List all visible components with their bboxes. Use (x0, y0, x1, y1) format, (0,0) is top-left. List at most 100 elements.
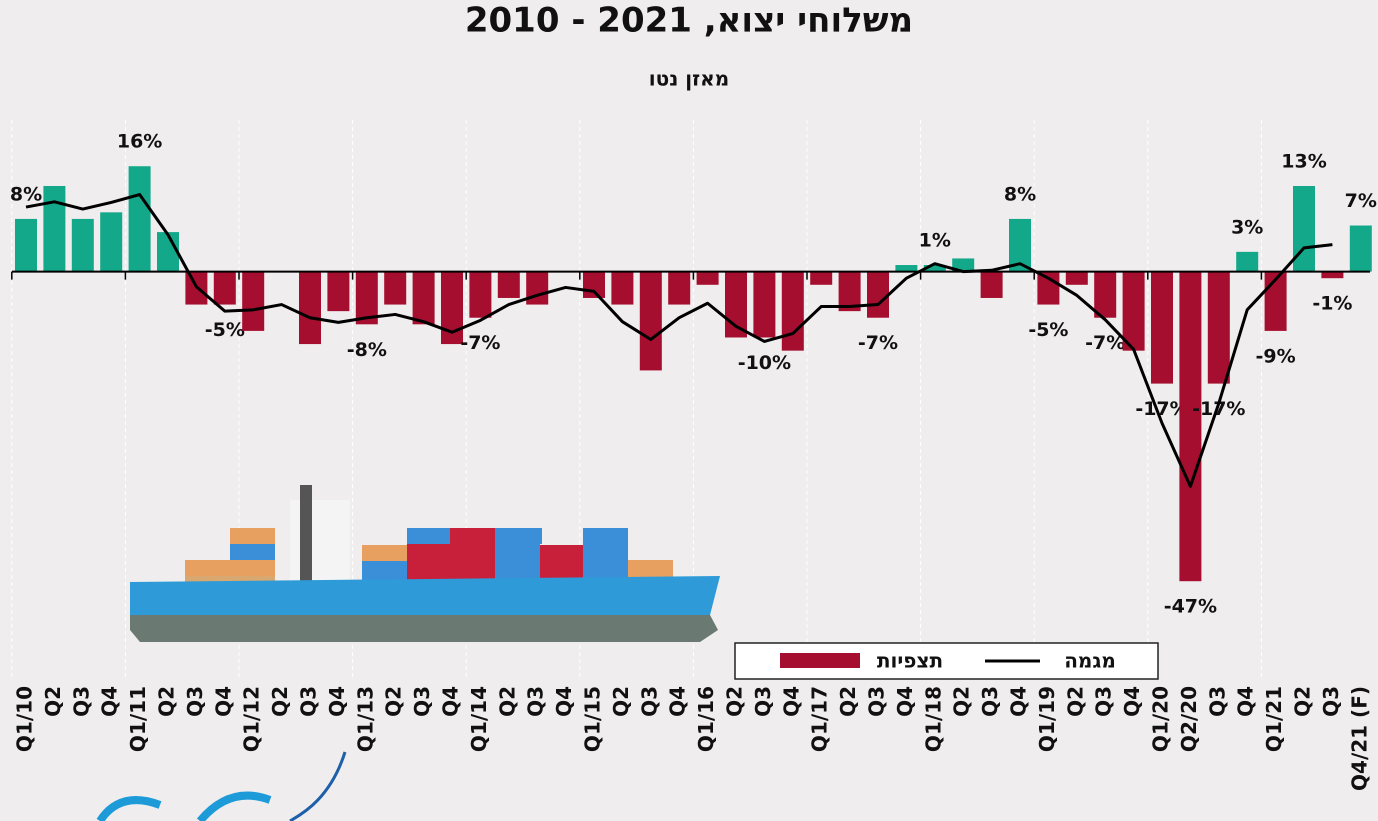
bar (1179, 271, 1202, 582)
legend-swatch (780, 653, 860, 668)
bar (441, 271, 463, 345)
bar (15, 218, 37, 272)
x-tick-label: Q2 (1291, 686, 1315, 717)
bar (469, 271, 492, 318)
bar (71, 218, 94, 272)
bar (1236, 251, 1259, 272)
bar (100, 212, 123, 272)
bar (696, 271, 719, 285)
bar (497, 271, 520, 298)
x-tick-label: Q4 (893, 686, 917, 717)
data-label: -5% (205, 319, 245, 341)
x-tick-label: Q1/12 (240, 686, 264, 752)
bar (1293, 185, 1315, 272)
x-tick-label: Q1/20 (1149, 686, 1173, 752)
x-tick-label: Q3 (69, 686, 93, 717)
data-label: 13% (1281, 150, 1326, 172)
chart-subtitle: מאזן נטו (649, 67, 729, 91)
data-label: 1% (919, 230, 951, 252)
x-tick-label: Q1/16 (694, 686, 718, 752)
bar (1207, 271, 1230, 384)
x-tick-label: Q2 (950, 686, 974, 717)
x-tick-label: Q1/19 (1035, 686, 1059, 752)
bar (810, 271, 833, 285)
bar (1065, 271, 1088, 285)
bar (838, 271, 861, 312)
legend-label: מגמה (1064, 649, 1116, 673)
x-tick-label: Q3 (751, 686, 775, 717)
x-tick-label: Q4/21 (F) (1347, 686, 1371, 791)
x-tick-label: Q1/15 (581, 686, 605, 752)
bar (43, 185, 66, 272)
bar (923, 265, 946, 272)
x-tick-label: Q4 (98, 686, 122, 717)
bar (412, 271, 435, 325)
bar (1349, 225, 1372, 272)
bar (1122, 271, 1145, 351)
data-label: -9% (1256, 345, 1296, 367)
logo-stroke (289, 751, 347, 821)
x-tick-label: Q4 (325, 686, 349, 717)
bar (980, 271, 1003, 298)
bar (867, 271, 889, 318)
bar (242, 271, 265, 331)
bar (583, 271, 605, 298)
x-tick-label: Q1/11 (126, 686, 150, 752)
logo-arc (96, 791, 272, 821)
data-label: -7% (1085, 332, 1125, 354)
x-tick-label: Q3 (1205, 686, 1229, 717)
bar (668, 271, 691, 305)
x-tick-label: Q3 (1092, 686, 1116, 717)
x-tick-label: Q4 (439, 686, 463, 717)
x-tick-label: Q2 (1063, 686, 1087, 717)
x-tick-label: Q2 (836, 686, 860, 717)
bar (384, 271, 407, 305)
bar (213, 271, 236, 305)
bar (299, 271, 321, 345)
data-label: -10% (738, 352, 791, 374)
x-tick-label: Q2 (268, 686, 292, 717)
data-label: -17% (1135, 398, 1188, 420)
x-tick-label: Q2/20 (1177, 686, 1201, 752)
x-tick-label: Q3 (410, 686, 434, 717)
x-tick-label: Q4 (666, 686, 690, 717)
x-tick-label: Q3 (978, 686, 1002, 717)
data-label: 8% (10, 183, 42, 205)
bar (1321, 271, 1344, 279)
x-tick-label: Q2 (723, 686, 747, 717)
x-tick-label: Q2 (382, 686, 406, 717)
x-tick-label: Q4 (552, 686, 576, 717)
bar (753, 271, 776, 338)
legend-label: תצפיות (877, 649, 943, 673)
x-tick-label: Q4 (211, 686, 235, 717)
x-tick-label: Q1/13 (353, 686, 377, 752)
bar (128, 166, 151, 272)
bar (611, 271, 634, 305)
trend-line (25, 193, 1333, 488)
data-label: 3% (1231, 216, 1263, 238)
bar (1094, 271, 1117, 318)
data-label: -47% (1164, 596, 1217, 618)
x-tick-label: Q2 (41, 686, 65, 717)
x-tick-label: Q4 (1120, 686, 1144, 717)
x-tick-label: Q1/17 (808, 686, 832, 752)
data-label: -17% (1192, 398, 1245, 420)
data-label: -7% (858, 332, 898, 354)
bar (895, 265, 918, 272)
data-label: -5% (1028, 319, 1068, 341)
bar (526, 271, 549, 305)
x-tick-label: Q3 (637, 686, 661, 717)
x-tick-label: Q1/21 (1262, 686, 1286, 752)
legend: תצפיות מגמה (734, 642, 1159, 680)
x-tick-label: Q4 (779, 686, 803, 717)
data-label: 16% (117, 131, 162, 153)
data-label: 8% (1004, 183, 1036, 205)
data-label: 7% (1345, 190, 1377, 212)
bar (1151, 271, 1173, 384)
x-tick-label: Q2 (495, 686, 519, 717)
x-tick-label: Q3 (865, 686, 889, 717)
bar (327, 271, 350, 312)
bar (355, 271, 378, 325)
x-tick-label: Q2 (155, 686, 179, 717)
